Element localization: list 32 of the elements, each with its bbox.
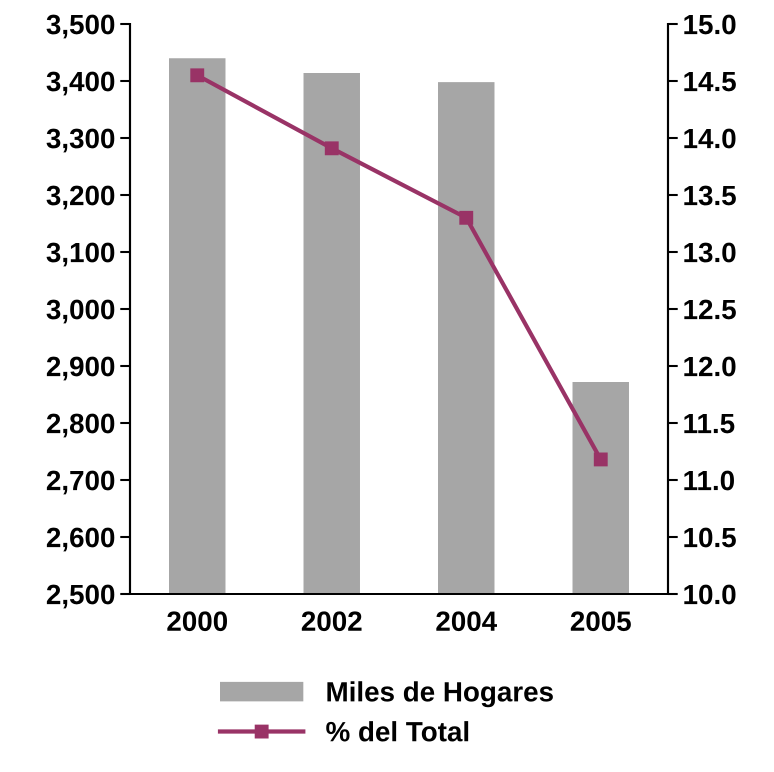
y-tick-label: 2,900: [46, 356, 114, 380]
y-tick-label: 3,000: [46, 300, 114, 324]
y2-tick-label: 15.0: [684, 14, 736, 34]
point: [594, 452, 608, 466]
y-tick-label: 2,600: [46, 528, 114, 552]
y2-tick-label: 10.0: [684, 584, 736, 604]
y2-tick-label: 10.5: [684, 528, 736, 548]
y-tick-label: 3,500: [46, 14, 114, 38]
y2-tick-label: 14.5: [684, 72, 736, 92]
legend-label: Miles de Hogares: [327, 681, 553, 708]
y-tick-label: 3,200: [46, 186, 114, 210]
y-tick-label: 3,300: [46, 128, 114, 152]
y2-tick-label: 12.0: [684, 356, 736, 376]
point: [190, 68, 204, 82]
legend-label: % del Total: [326, 721, 468, 742]
y2-tick-label: 12.5: [684, 300, 736, 320]
y2-tick-label: 11.0: [684, 470, 734, 490]
x-tick-label: 2000: [167, 611, 228, 632]
x-tick-label: 2004: [436, 611, 497, 632]
y2-tick-label: 13.0: [684, 242, 736, 262]
y2-tick-label: 14.0: [684, 128, 736, 148]
y-tick-label: 3,100: [46, 242, 114, 266]
x-tick-label: 2002: [302, 611, 362, 632]
y-tick-label: 2,700: [46, 470, 114, 494]
y2-tick-label: 13.5: [684, 186, 736, 206]
x-tick-label: 2005: [570, 611, 631, 632]
point: [324, 141, 339, 156]
y-tick-label: 3,400: [46, 72, 114, 96]
y-tick-label: 2,800: [46, 414, 114, 438]
point: [459, 210, 474, 225]
y2-tick-label: 11.5: [684, 414, 734, 434]
y-tick-label: 2,500: [46, 584, 114, 608]
